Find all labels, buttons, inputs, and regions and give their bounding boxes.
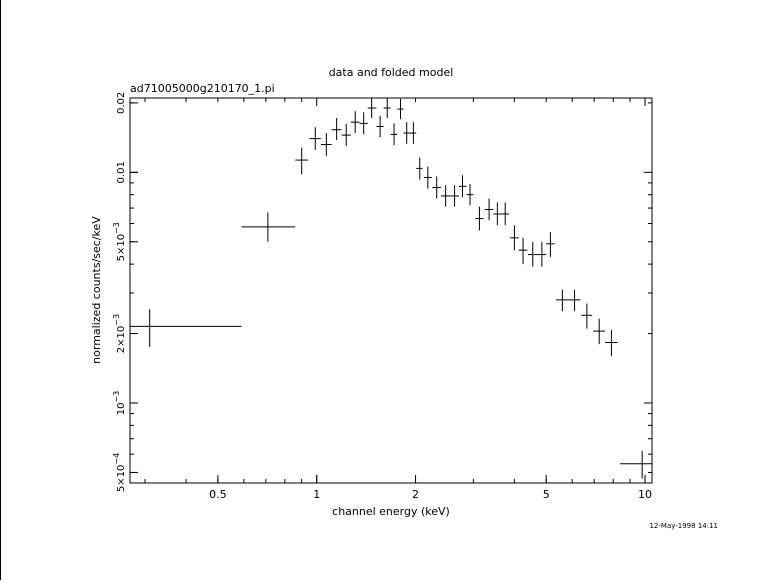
data-point [475,206,484,231]
data-point [423,166,432,189]
data-point [527,241,538,267]
data-point [367,98,377,118]
data-point [546,232,555,257]
data-point [376,115,384,138]
chart-subtitle: ad71005000g210170_1.pi [130,82,275,95]
data-point [620,450,652,479]
data-point [390,123,398,146]
data-point [383,98,391,118]
data-point [450,185,459,207]
footer-timestamp: 12-May-1998 14:11 [649,522,718,530]
data-point [410,122,417,144]
data-point [604,330,618,356]
y-axis-ticks [130,102,652,473]
x-tick-label: 2 [412,488,419,501]
data-point [501,202,509,226]
data-point [510,225,519,251]
data-point [458,175,467,198]
data-point [432,176,441,199]
y-tick-label: 0.02 [116,92,127,114]
data-point [341,123,351,147]
y-tick-label: 10−3 [112,391,127,416]
plot-frame [129,97,653,484]
data-point [555,289,569,312]
y-axis-label: normalized counts/sec/keV [90,216,103,364]
x-axis-tick-labels: 0.5 1 2 5 10 [209,488,652,501]
data-point [581,303,593,329]
data-point [440,185,451,207]
data-point [295,147,308,175]
y-tick-label: 2×10−3 [112,314,127,353]
y-tick-label: 5×10−3 [112,222,127,261]
data-point [537,241,547,267]
data-point [403,122,411,144]
data-point [593,318,605,345]
data-point [397,98,404,120]
data-point [331,117,342,141]
data-point [518,237,528,265]
y-tick-label: 5×10−4 [112,453,127,492]
data-point [568,289,581,312]
x-tick-label: 0.5 [209,488,227,501]
x-axis-label: channel energy (keV) [332,505,450,518]
data-point [130,309,242,347]
y-axis-tick-labels: 5×10−4 10−3 2×10−3 5×10−3 0.01 0.02 [112,92,127,492]
data-point [320,133,332,156]
data-points [130,98,652,479]
data-point [484,198,494,221]
data-point [309,127,321,150]
data-point [350,111,360,134]
chart-title: data and folded model [329,66,454,79]
x-tick-label: 5 [543,488,550,501]
data-point [241,212,296,242]
x-axis-ticks [144,98,646,483]
data-point [493,202,502,226]
y-tick-label: 0.01 [116,161,127,183]
data-point [466,184,474,206]
data-point [359,112,368,135]
x-tick-label: 10 [638,488,652,501]
window-left-edge [0,0,1,580]
data-point [416,157,423,180]
x-tick-label: 1 [313,488,320,501]
